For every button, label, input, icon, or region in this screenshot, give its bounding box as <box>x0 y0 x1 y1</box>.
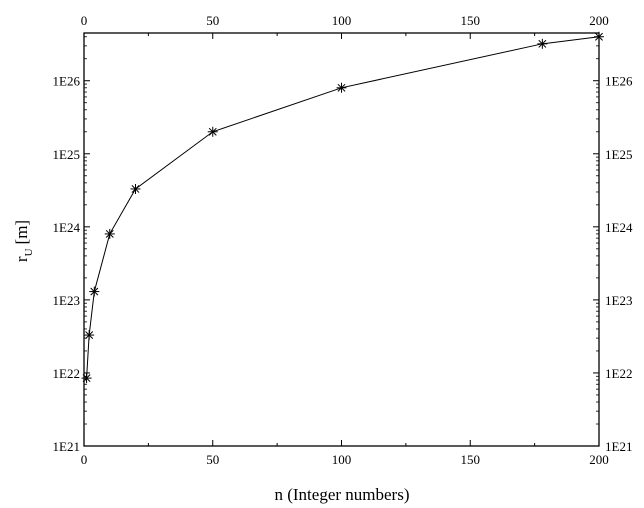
y-tick-label: 1E25 <box>53 147 80 162</box>
data-series <box>81 31 604 384</box>
x-tick-label: 200 <box>589 452 609 467</box>
y-tick-label: 1E26 <box>53 74 81 89</box>
plot-frame <box>83 32 600 447</box>
data-point <box>84 330 95 341</box>
y-tick-label-right: 1E21 <box>605 439 632 454</box>
data-point <box>104 228 115 239</box>
y-axis-label-main: r <box>12 256 31 262</box>
data-point-stroke <box>595 32 603 41</box>
data-point-stroke <box>85 331 94 340</box>
x-axis-label: n (Integer numbers) <box>274 485 409 504</box>
data-point <box>207 126 218 137</box>
x-tick-label-top: 0 <box>81 13 88 28</box>
x-tick-label: 100 <box>332 452 352 467</box>
y-tick-label-right: 1E23 <box>605 293 632 308</box>
y-tick-label-right: 1E25 <box>605 147 632 162</box>
x-tick-label-top: 100 <box>332 13 352 28</box>
y-tick-label: 1E22 <box>53 366 80 381</box>
x-tick-label-top: 150 <box>461 13 481 28</box>
axis-ticks <box>83 33 600 447</box>
data-point-stroke <box>538 39 547 48</box>
data-point <box>89 286 100 297</box>
y-tick-label: 1E21 <box>53 439 80 454</box>
y-tick-label: 1E23 <box>53 293 80 308</box>
x-tick-label: 50 <box>206 452 219 467</box>
data-point-stroke <box>90 287 99 296</box>
y-axis-label-unit: [m] <box>12 220 31 245</box>
data-point-stroke <box>337 83 346 92</box>
y-axis-label: rU [m] <box>12 220 35 262</box>
x-tick-label: 150 <box>461 452 481 467</box>
data-point-stroke <box>208 127 217 136</box>
data-point-stroke <box>105 229 114 238</box>
y-tick-label-right: 1E26 <box>605 74 633 89</box>
x-tick-label-top: 200 <box>589 13 609 28</box>
data-point <box>336 82 347 93</box>
y-tick-label: 1E24 <box>53 220 81 235</box>
data-point <box>81 373 92 384</box>
x-tick-label-top: 50 <box>206 13 219 28</box>
data-point-stroke <box>82 374 91 383</box>
data-point <box>130 183 141 194</box>
y-tick-label-right: 1E22 <box>605 366 632 381</box>
y-axis-label-subscript: U <box>23 248 35 256</box>
y-tick-label-right: 1E24 <box>605 220 633 235</box>
data-point <box>594 31 604 42</box>
data-point <box>537 38 548 49</box>
data-point-stroke <box>131 184 140 193</box>
x-tick-label: 0 <box>81 452 88 467</box>
